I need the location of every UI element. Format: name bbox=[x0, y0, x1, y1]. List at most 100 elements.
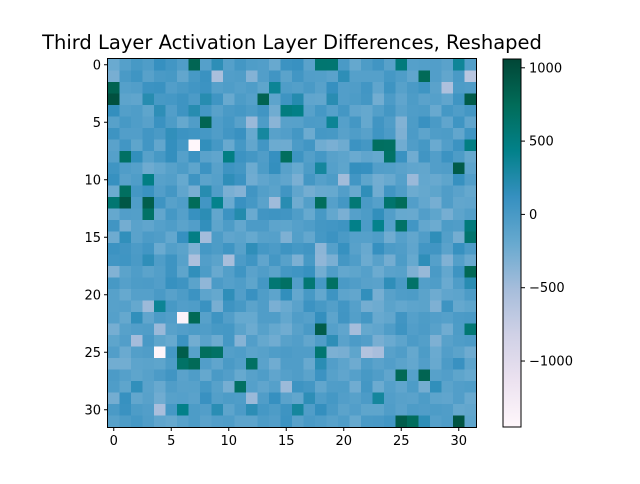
heatmap-cell bbox=[372, 231, 385, 244]
heatmap-cell bbox=[142, 369, 155, 382]
heatmap-cell bbox=[108, 254, 120, 267]
heatmap-cell bbox=[280, 243, 293, 255]
heatmap-cell bbox=[223, 82, 235, 94]
heatmap-cell bbox=[188, 277, 201, 290]
heatmap-cell bbox=[200, 381, 212, 393]
heatmap-cell bbox=[407, 208, 419, 221]
heatmap-cell bbox=[453, 346, 465, 359]
heatmap-cell bbox=[441, 404, 454, 416]
heatmap-cell bbox=[188, 243, 201, 255]
heatmap-cell bbox=[372, 346, 385, 359]
heatmap-cell bbox=[280, 197, 293, 209]
heatmap-cell bbox=[269, 369, 281, 382]
heatmap-cell bbox=[395, 404, 408, 416]
y-tick-label: 20 bbox=[84, 288, 101, 303]
heatmap-cell bbox=[418, 243, 431, 255]
heatmap-cell bbox=[453, 197, 465, 209]
heatmap-cell bbox=[326, 323, 339, 336]
heatmap-cell bbox=[326, 139, 339, 152]
heatmap-cell bbox=[326, 335, 339, 347]
heatmap-cell bbox=[108, 59, 120, 71]
heatmap-cell bbox=[384, 266, 396, 278]
heatmap-cell bbox=[453, 139, 465, 152]
heatmap-cell bbox=[119, 128, 132, 140]
heatmap-cell bbox=[384, 369, 396, 382]
x-tick-label: 25 bbox=[393, 434, 410, 449]
heatmap-cell bbox=[372, 82, 385, 94]
heatmap-cell bbox=[292, 128, 304, 140]
heatmap-cell bbox=[200, 70, 212, 83]
heatmap-cell bbox=[407, 231, 419, 244]
heatmap-cell bbox=[246, 105, 258, 117]
heatmap-cell bbox=[223, 139, 235, 152]
heatmap-cell bbox=[142, 220, 155, 232]
heatmap-cell bbox=[131, 312, 143, 324]
heatmap-cell bbox=[188, 116, 201, 129]
heatmap-cell bbox=[430, 300, 442, 313]
heatmap-cell bbox=[131, 358, 143, 370]
heatmap-cell bbox=[108, 139, 120, 152]
heatmap-cell bbox=[211, 369, 224, 382]
heatmap-cell bbox=[338, 128, 350, 140]
heatmap-cell bbox=[234, 128, 247, 140]
heatmap-cell bbox=[395, 300, 408, 313]
heatmap-cell bbox=[177, 185, 189, 198]
heatmap-cell bbox=[464, 243, 477, 255]
heatmap-cell bbox=[464, 105, 477, 117]
heatmap-cell bbox=[430, 93, 442, 106]
heatmap-cell bbox=[372, 220, 385, 232]
heatmap-cell bbox=[280, 381, 293, 393]
heatmap-cell bbox=[464, 346, 477, 359]
heatmap-cell bbox=[384, 358, 396, 370]
heatmap-cell bbox=[292, 323, 304, 336]
heatmap-cell bbox=[349, 220, 362, 232]
heatmap-cell bbox=[165, 415, 178, 428]
heatmap-cell bbox=[361, 93, 373, 106]
heatmap-cell bbox=[326, 254, 339, 267]
heatmap-cell bbox=[384, 289, 396, 301]
heatmap-cell bbox=[418, 254, 431, 267]
heatmap-cell bbox=[234, 335, 247, 347]
heatmap-cell bbox=[269, 300, 281, 313]
heatmap-cell bbox=[464, 162, 477, 175]
heatmap-cell bbox=[108, 105, 120, 117]
heatmap-cell bbox=[269, 128, 281, 140]
heatmap-cell bbox=[280, 335, 293, 347]
heatmap-cell bbox=[154, 128, 166, 140]
heatmap-cell bbox=[200, 128, 212, 140]
heatmap-cell bbox=[407, 404, 419, 416]
heatmap-cell bbox=[108, 346, 120, 359]
heatmap-cell bbox=[315, 277, 327, 290]
heatmap-cell bbox=[384, 174, 396, 186]
heatmap-cell bbox=[441, 82, 454, 94]
heatmap-cell bbox=[257, 231, 270, 244]
heatmap-cell bbox=[269, 289, 281, 301]
heatmap-cell bbox=[154, 335, 166, 347]
heatmap-cell bbox=[188, 289, 201, 301]
heatmap-cell bbox=[280, 116, 293, 129]
x-tick-label: 5 bbox=[167, 434, 175, 449]
heatmap-cell bbox=[349, 266, 362, 278]
heatmap-cell bbox=[464, 415, 477, 428]
heatmap-cell bbox=[441, 323, 454, 336]
colorbar-ticks: 1000 500 0 −500 −1000 bbox=[521, 61, 573, 370]
heatmap-cell bbox=[177, 151, 189, 163]
heatmap-cell bbox=[407, 151, 419, 163]
heatmap-cell bbox=[257, 392, 270, 405]
heatmap-cell bbox=[441, 335, 454, 347]
heatmap-cell bbox=[430, 358, 442, 370]
heatmap-cell bbox=[315, 381, 327, 393]
heatmap-cell bbox=[292, 151, 304, 163]
heatmap-cell bbox=[246, 197, 258, 209]
heatmap-cell bbox=[361, 404, 373, 416]
heatmap-cell bbox=[384, 220, 396, 232]
heatmap-cell bbox=[453, 289, 465, 301]
heatmap-cell bbox=[315, 105, 327, 117]
y-tick-label: 30 bbox=[84, 403, 101, 418]
heatmap-cell bbox=[372, 139, 385, 152]
heatmap-cell bbox=[372, 151, 385, 163]
heatmap-cell bbox=[430, 128, 442, 140]
heatmap-cell bbox=[441, 415, 454, 428]
heatmap-cell bbox=[211, 220, 224, 232]
heatmap-cell bbox=[269, 93, 281, 106]
